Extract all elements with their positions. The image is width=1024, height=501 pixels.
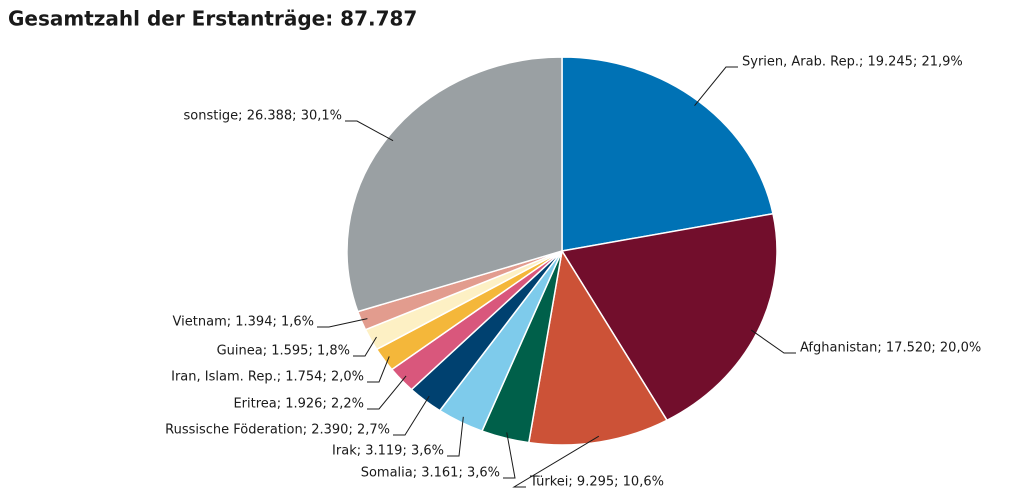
slice-label: Iran, Islam. Rep.; 1.754; 2,0% (171, 370, 364, 385)
pie-slice (560, 212, 778, 422)
slice-label: Russische Föderation; 2.390; 2,7% (165, 423, 390, 438)
leader-line (750, 329, 796, 354)
slice-label: Türkei; 9.295; 10,6% (529, 475, 664, 490)
slice-label: Vietnam; 1.394; 1,6% (173, 315, 314, 330)
slice-label: Guinea; 1.595; 1,8% (217, 344, 350, 359)
slice-label: Somalia; 3.161; 3,6% (361, 466, 500, 481)
leader-line (393, 395, 430, 436)
slice-label: Irak; 3.119; 3,6% (332, 444, 444, 459)
chart-title: Gesamtzahl der Erstanträge: 87.787 (8, 7, 417, 31)
slice-label: sonstige; 26.388; 30,1% (183, 109, 342, 124)
leader-line (694, 66, 738, 107)
leader-line (317, 318, 368, 328)
leader-line (353, 336, 377, 357)
slice-label: Syrien, Arab. Rep.; 19.245; 21,9% (742, 55, 963, 70)
leader-line (512, 435, 600, 488)
slice-label: Afghanistan; 17.520; 20,0% (800, 341, 981, 356)
leader-line (503, 432, 516, 479)
slice-label: Eritrea; 1.926; 2,2% (233, 397, 364, 412)
leader-line (345, 120, 394, 142)
leader-line (367, 375, 407, 410)
leader-line (367, 356, 390, 383)
pie-slice (527, 248, 669, 446)
leader-line (447, 416, 464, 457)
